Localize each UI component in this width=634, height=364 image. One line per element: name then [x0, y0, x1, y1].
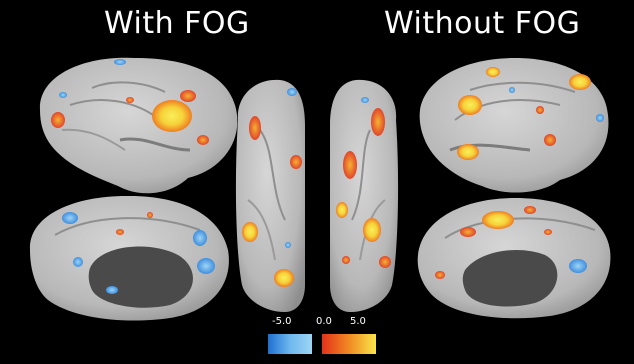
colorbar-max-label: 5.0	[350, 316, 366, 327]
color-scale-legend: -5.0 0.0 5.0	[266, 316, 376, 360]
right-medial-hemisphere	[418, 198, 611, 318]
dorsal-view-right-hemisphere	[330, 80, 398, 312]
colorbar-min-label: -5.0	[272, 316, 292, 327]
left-lateral-hemisphere	[40, 58, 237, 194]
colorbar-positive-gradient	[322, 334, 376, 354]
left-medial-hemisphere	[30, 196, 229, 321]
colorbar-negative-gradient	[268, 334, 312, 354]
dorsal-view-left-hemisphere	[236, 80, 305, 312]
colorbar-zero-label: 0.0	[316, 316, 332, 327]
right-lateral-hemisphere	[420, 58, 609, 193]
